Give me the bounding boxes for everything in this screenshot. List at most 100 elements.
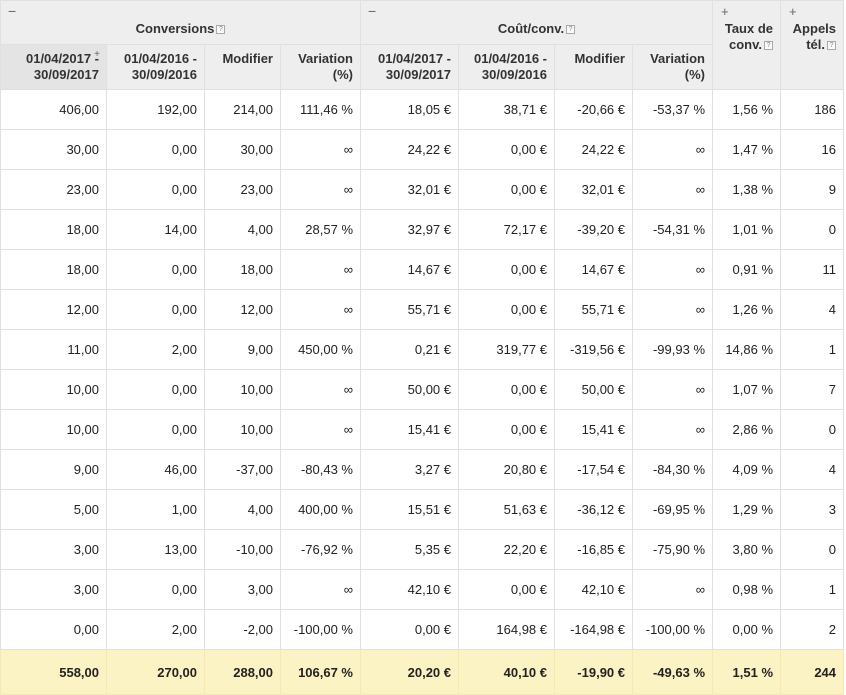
total-cell: 270,00 xyxy=(106,649,205,695)
total-cell: -49,63 % xyxy=(631,649,714,695)
table-cell: 0,00 € xyxy=(458,409,555,450)
table-cell: 50,00 € xyxy=(554,369,633,410)
table-cell: 192,00 xyxy=(106,89,205,130)
table-cell: 24,22 € xyxy=(554,129,633,170)
table-cell: 4 xyxy=(780,449,845,490)
table-row: 0,00 2,00 -2,00 -100,00 % 0,00 €164,98 € -164… xyxy=(0,609,845,650)
conv-rate-column-header[interactable]: + Taux de conv.? xyxy=(712,0,782,90)
table-cell: ∞ xyxy=(631,129,714,170)
table-cell: -76,92 % xyxy=(280,529,361,570)
table-row: 3,00 0,00 3,00 ∞ 42,10 €0,00 €42,10 € ∞ 0,98 %… xyxy=(0,569,845,610)
table-cell: 0,00 xyxy=(106,129,205,170)
table-cell: 1,47 % xyxy=(712,129,782,170)
table-row: 30,00 0,00 30,00 ∞ 24,22 €0,00 €24,22 € ∞ 1,47… xyxy=(0,129,845,170)
table-cell: 50,00 € xyxy=(360,369,459,410)
table-cell: 0,00 xyxy=(106,409,205,450)
table-cell: 51,63 € xyxy=(458,489,555,530)
phone-calls-label: Appels tél. xyxy=(792,21,837,52)
table-cell: 0,00 € xyxy=(458,129,555,170)
table-cell: -36,12 € xyxy=(554,489,633,530)
table-cell: 18,05 € xyxy=(360,89,459,130)
total-cell: 20,20 € xyxy=(360,649,459,695)
table-cell: 0 xyxy=(780,209,845,250)
table-cell: 11 xyxy=(780,249,845,290)
cost-modifier-header[interactable]: Modifier xyxy=(554,44,633,90)
table-cell: 20,80 € xyxy=(458,449,555,490)
table-cell: 32,01 € xyxy=(554,169,633,210)
column-label: 01/04/2016 - 30/09/2016 xyxy=(473,51,547,82)
table-cell: 15,41 € xyxy=(360,409,459,450)
table-cell: 1,26 % xyxy=(712,289,782,330)
table-cell: ∞ xyxy=(280,169,361,210)
table-cell: 32,01 € xyxy=(360,169,459,210)
table-cell: 10,00 xyxy=(0,369,107,410)
table-cell: 9 xyxy=(780,169,845,210)
table-cell: 1,01 % xyxy=(712,209,782,250)
table-cell: 0,98 % xyxy=(712,569,782,610)
help-icon[interactable]: ? xyxy=(827,41,837,51)
table-cell: 4,00 xyxy=(204,209,281,250)
table-row: 10,00 0,00 10,00 ∞ 50,00 €0,00 €50,00 € ∞ 1,07… xyxy=(0,369,845,410)
table-cell: -99,93 % xyxy=(631,329,714,370)
help-icon[interactable]: ? xyxy=(216,25,226,35)
cost-variation-header[interactable]: Variation (%) xyxy=(631,44,714,90)
table-cell: 14,67 € xyxy=(554,249,633,290)
collapse-cost-toggle[interactable]: − xyxy=(368,3,377,19)
table-cell: 2,00 xyxy=(106,329,205,370)
table-cell: 18,00 xyxy=(0,209,107,250)
table-cell: 13,00 xyxy=(106,529,205,570)
table-cell: 2,00 xyxy=(106,609,205,650)
table-cell: -2,00 xyxy=(204,609,281,650)
expand-conv-rate-toggle[interactable]: + xyxy=(721,4,729,19)
table-cell: 0,00 xyxy=(106,369,205,410)
table-cell: ∞ xyxy=(631,409,714,450)
table-cell: 14,86 % xyxy=(712,329,782,370)
table-row: 12,00 0,00 12,00 ∞ 55,71 €0,00 €55,71 € ∞ 1,26… xyxy=(0,289,845,330)
sort-indicator-icon: + xyxy=(94,49,100,60)
table-cell: 23,00 xyxy=(204,169,281,210)
table-cell: 1,00 xyxy=(106,489,205,530)
conv-previous-period-header[interactable]: 01/04/2016 - 30/09/2016 xyxy=(106,44,205,90)
collapse-conversions-toggle[interactable]: − xyxy=(8,3,17,19)
table-cell: -75,90 % xyxy=(631,529,714,570)
table-cell: -319,56 € xyxy=(554,329,633,370)
table-cell: 0,00 xyxy=(106,289,205,330)
table-cell: 1 xyxy=(780,569,845,610)
table-row: 10,00 0,00 10,00 ∞ 15,41 €0,00 €15,41 € ∞ 2,86… xyxy=(0,409,845,450)
table-cell: 14,00 xyxy=(106,209,205,250)
table-row: 9,00 46,00 -37,00 -80,43 % 3,27 €20,80 € -17,… xyxy=(0,449,845,490)
table-cell: 0,91 % xyxy=(712,249,782,290)
column-label: 01/04/2017 - 30/09/2017 xyxy=(25,51,99,82)
table-cell: 12,00 xyxy=(0,289,107,330)
expand-phone-calls-toggle[interactable]: + xyxy=(789,4,797,19)
table-cell: 1,29 % xyxy=(712,489,782,530)
table-cell: 406,00 xyxy=(0,89,107,130)
table-cell: 15,41 € xyxy=(554,409,633,450)
conversions-group-header[interactable]: − Conversions? xyxy=(0,0,361,45)
table-cell: 30,00 xyxy=(204,129,281,170)
phone-calls-column-header[interactable]: + Appels tél.? xyxy=(780,0,845,90)
column-label: Modifier xyxy=(222,51,273,66)
table-cell: 11,00 xyxy=(0,329,107,370)
total-cell: -19,90 € xyxy=(554,649,633,695)
total-row: 558,00 270,00 288,00 106,67 % 20,20 € 40… xyxy=(0,649,845,695)
conv-current-period-header[interactable]: + 01/04/2017 - 30/09/2017 xyxy=(0,44,107,90)
table-cell: 4 xyxy=(780,289,845,330)
cost-previous-period-header[interactable]: 01/04/2016 - 30/09/2016 xyxy=(458,44,555,90)
table-cell: 0,00 € xyxy=(458,289,555,330)
table-cell: -39,20 € xyxy=(554,209,633,250)
help-icon[interactable]: ? xyxy=(764,41,774,51)
table-cell: 3 xyxy=(780,489,845,530)
table-cell: ∞ xyxy=(631,249,714,290)
cost-per-conv-group-header[interactable]: − Coût/conv.? xyxy=(359,0,714,45)
conv-variation-header[interactable]: Variation (%) xyxy=(280,44,361,90)
table-cell: 214,00 xyxy=(204,89,281,130)
help-icon[interactable]: ? xyxy=(566,25,576,35)
table-cell: -53,37 % xyxy=(631,89,714,130)
table-cell: 0,00 € xyxy=(458,249,555,290)
table-cell: 42,10 € xyxy=(360,569,459,610)
cost-current-period-header[interactable]: 01/04/2017 - 30/09/2017 xyxy=(360,44,459,90)
conv-modifier-header[interactable]: Modifier xyxy=(204,44,281,90)
table-cell: -69,95 % xyxy=(631,489,714,530)
